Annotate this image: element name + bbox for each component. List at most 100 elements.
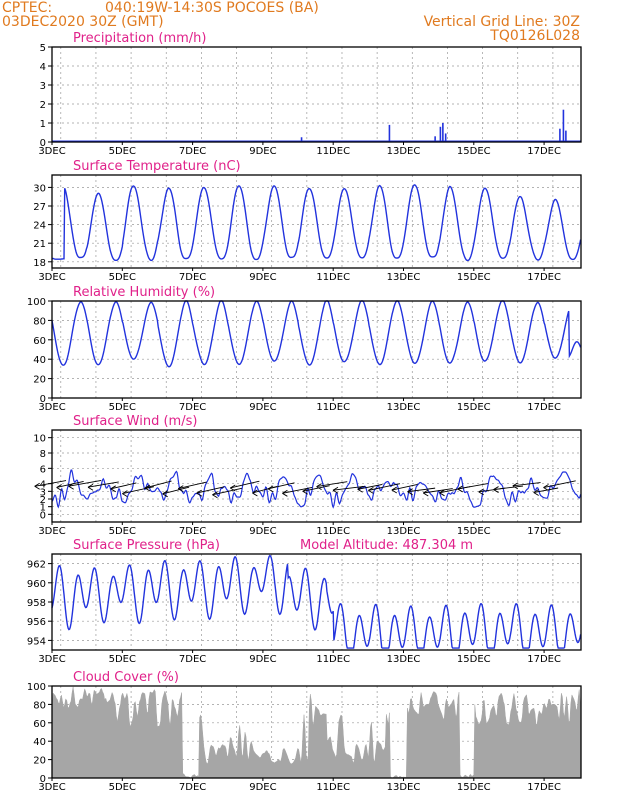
wind-arrow	[144, 480, 172, 489]
precipitation-ytick-label: 0	[40, 138, 46, 149]
precipitation-xtick-label: 5DEC	[109, 146, 136, 157]
pressure-xtick-label: 5DEC	[109, 654, 136, 665]
temperature-xtick-label: 9DEC	[249, 272, 276, 283]
pressure-title: Surface Pressure (hPa)	[73, 538, 220, 553]
wind-arrow-head	[533, 489, 539, 496]
temperature-ytick-label: 24	[33, 221, 46, 232]
pressure-frame	[51, 553, 582, 651]
wind-frame	[51, 429, 582, 523]
cloud-cover-ytick-label: 60	[33, 719, 46, 730]
precipitation-xtick-label: 9DEC	[249, 146, 276, 157]
precipitation-xtick-label: 11DEC	[316, 146, 350, 157]
header-run: 03DEC2020 30Z (GMT)	[2, 14, 164, 30]
humidity-ytick-label: 100	[27, 297, 46, 308]
pressure-ytick-label: 960	[27, 579, 46, 590]
precipitation-xtick-label: 7DEC	[179, 146, 206, 157]
wind-arrow	[407, 487, 436, 493]
wind-arrow-head	[282, 489, 288, 497]
wind-arrow-head	[122, 490, 128, 497]
precipitation-ytick-label: 1	[40, 119, 46, 130]
wind-arrow-head	[357, 485, 363, 493]
humidity-xtick-label: 7DEC	[179, 402, 206, 413]
humidity-xtick-label: 9DEC	[249, 402, 276, 413]
wind-arrow-head	[493, 486, 499, 493]
temperature-xtick-label: 17DEC	[527, 272, 561, 283]
pressure-ytick-label: 962	[27, 560, 46, 571]
header-source: CPTEC:	[2, 0, 52, 16]
precipitation-bar	[388, 124, 391, 142]
pressure-xtick-label: 11DEC	[316, 654, 350, 665]
wind-arrow-head	[332, 486, 339, 494]
pressure-xtick-label: 9DEC	[249, 654, 276, 665]
precipitation-bar	[439, 126, 442, 142]
humidity-frame	[51, 300, 582, 399]
precipitation-xtick-label: 17DEC	[527, 146, 561, 157]
wind-xtick-label: 7DEC	[179, 526, 206, 537]
wind-xtick-label: 13DEC	[387, 526, 421, 537]
precipitation-bar	[559, 128, 561, 142]
wind-arrow-head	[457, 485, 463, 493]
wind-xtick-label: 15DEC	[457, 526, 491, 537]
wind-xtick-label: 5DEC	[109, 526, 136, 537]
wind-arrow-head	[144, 484, 151, 492]
wind-arrow	[162, 486, 190, 495]
wind-arrow	[357, 483, 383, 490]
wind-arrow-head	[196, 489, 202, 497]
wind-ytick-label: 2	[40, 495, 46, 506]
temperature-xtick-label: 5DEC	[109, 272, 136, 283]
wind-arrow	[543, 480, 576, 488]
wind-arrow	[196, 486, 225, 494]
wind-arrow	[493, 485, 524, 491]
wind-arrow-head	[34, 482, 40, 490]
cloud-cover-panel: Cloud Cover (%) 0 20 40 60 80 100 3DEC 5DEC 7DEC 9…	[27, 670, 582, 793]
humidity-xtick-label: 11DEC	[316, 402, 350, 413]
precipitation-bar	[562, 109, 565, 142]
precipitation-title: Precipitation (mm/h)	[73, 31, 206, 46]
cloud-cover-xtick-label: 9DEC	[249, 782, 276, 793]
wind-arrow	[68, 479, 102, 487]
wind-arrow-head	[478, 488, 484, 496]
precipitation-xtick-label: 15DEC	[457, 146, 491, 157]
wind-xtick-label: 9DEC	[249, 526, 276, 537]
wind-ytick-label: 3	[40, 487, 46, 498]
wind-arrow	[391, 483, 418, 491]
cloud-cover-title: Cloud Cover (%)	[73, 670, 179, 685]
wind-arrow	[368, 483, 401, 491]
wind-xtick-label: 3DEC	[38, 526, 65, 537]
precipitation-ytick-label: 2	[40, 100, 46, 111]
wind-arrow-head	[368, 486, 374, 494]
wind-ytick-label: 6	[40, 464, 46, 475]
humidity-xtick-label: 13DEC	[387, 402, 421, 413]
pressure-xtick-label: 7DEC	[179, 654, 206, 665]
temperature-xtick-label: 15DEC	[457, 272, 491, 283]
temperature-title: Surface Temperature (nC)	[73, 159, 241, 174]
cloud-cover-xtick-label: 15DEC	[457, 782, 491, 793]
wind-arrow-head	[439, 489, 445, 497]
humidity-xtick-label: 3DEC	[38, 402, 65, 413]
cloud-cover-ytick-label: 20	[33, 756, 46, 767]
cloud-cover-xtick-label: 11DEC	[316, 782, 350, 793]
cloud-cover-xtick-label: 7DEC	[179, 782, 206, 793]
pressure-xtick-label: 3DEC	[38, 654, 65, 665]
cloud-cover-ytick-label: 40	[33, 737, 46, 748]
wind-arrow-head	[162, 490, 168, 498]
humidity-ytick-label: 60	[33, 336, 46, 347]
precipitation-panel: Precipitation (mm/h) 0 1 2 3 4 5 3DEC 5DEC 7DEC 9D…	[38, 31, 582, 157]
wind-arrow	[122, 486, 155, 495]
pressure-ytick-label: 956	[27, 617, 46, 628]
precipitation-bar	[442, 123, 444, 142]
humidity-line	[51, 300, 582, 368]
wind-arrow	[110, 482, 137, 490]
wind-arrow-head	[316, 483, 322, 491]
wind-arrow-head	[178, 485, 184, 492]
wind-xtick-label: 11DEC	[316, 526, 350, 537]
precipitation-bar	[434, 136, 436, 142]
header-model-code: TQ0126L028	[489, 28, 580, 44]
cloud-cover-xtick-label: 3DEC	[38, 782, 65, 793]
humidity-ytick-label: 0	[40, 394, 46, 405]
wind-arrow-head	[110, 485, 116, 493]
cloud-cover-area	[51, 686, 582, 779]
pressure-xtick-label: 13DEC	[387, 654, 421, 665]
wind-arrow-head	[252, 489, 258, 497]
